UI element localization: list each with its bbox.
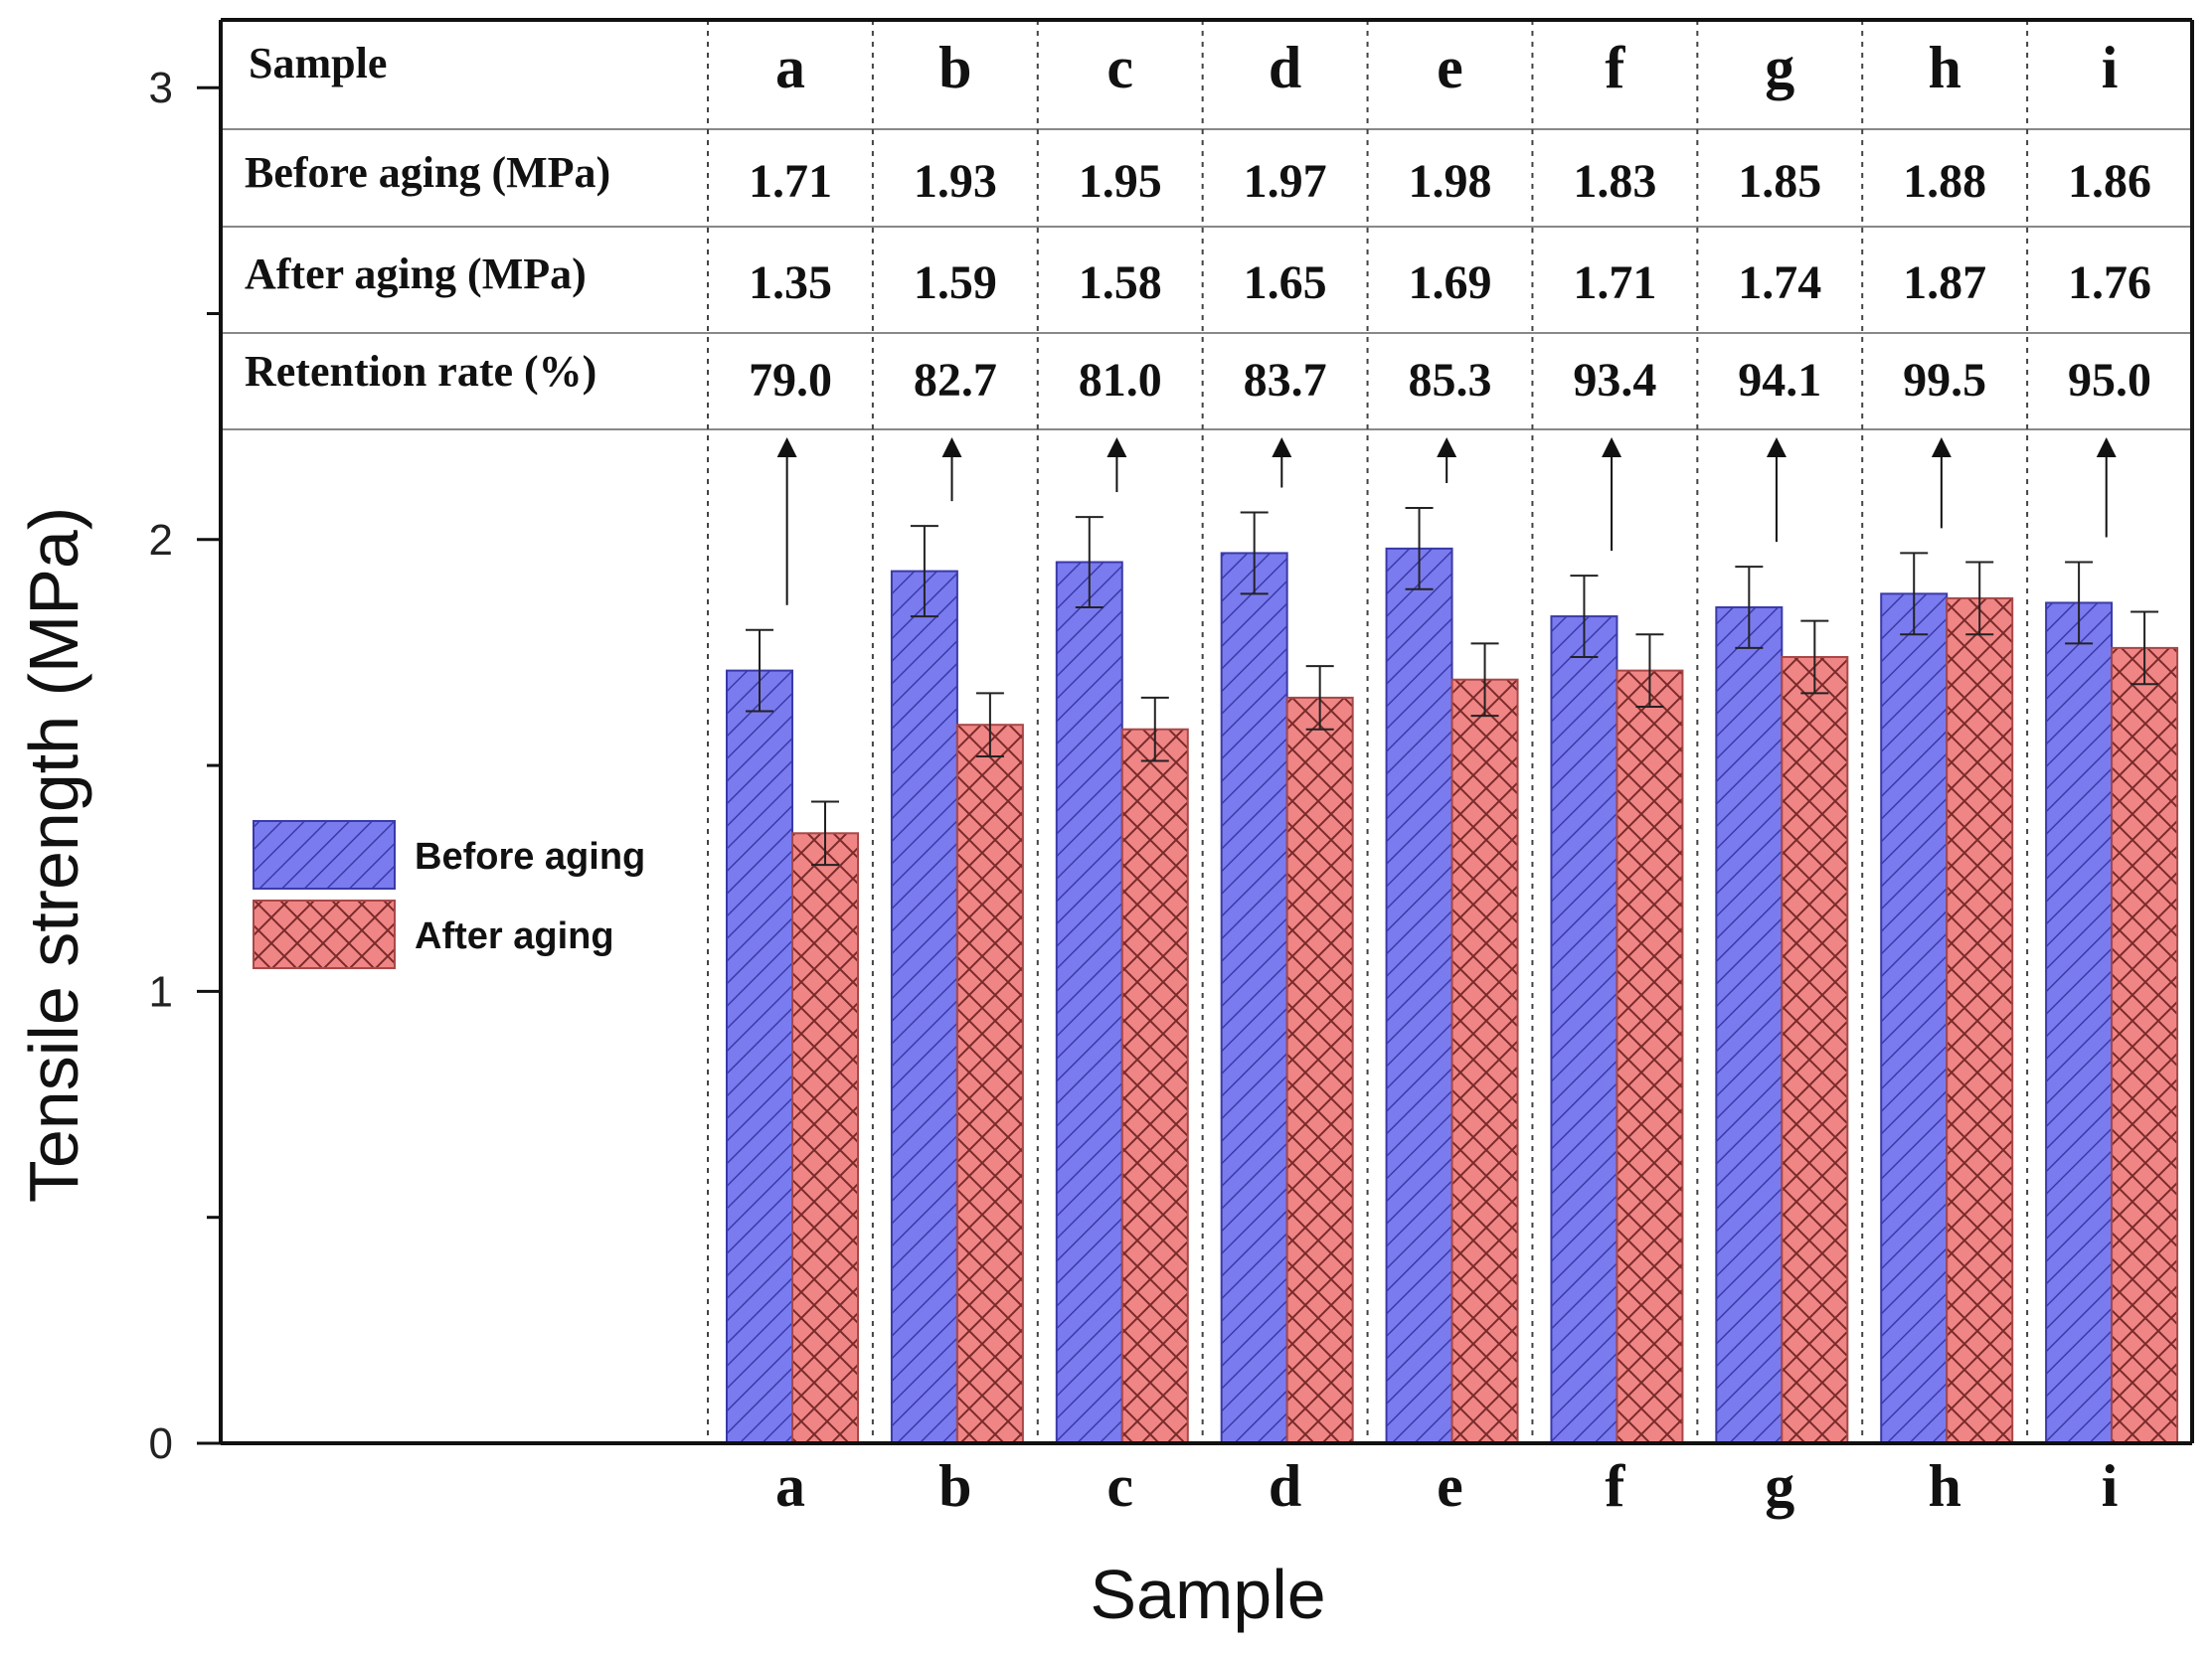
table-grid (221, 20, 2192, 1443)
x-tick-label: i (2102, 1453, 2119, 1519)
table-cell: 1.86 (2068, 155, 2151, 208)
table-header-letter: g (1765, 35, 1794, 100)
axes: a b c d e f g h i 0 1 2 3 (149, 18, 2194, 1519)
table-row-label: Retention rate (%) (245, 347, 596, 396)
bar-after-aging (1120, 728, 1189, 1444)
table-cell: 94.1 (1738, 354, 1821, 407)
y-tick-label: 0 (149, 1419, 173, 1468)
table-header-letter: h (1928, 35, 1960, 100)
table-cell: 1.65 (1244, 256, 1327, 309)
table-row-label: Before aging (MPa) (245, 148, 610, 197)
bar-after-aging (955, 724, 1024, 1444)
y-tick-label: 3 (149, 64, 173, 112)
table-cell: 1.59 (914, 256, 997, 309)
bar-before-aging (890, 570, 958, 1444)
bar-before-aging (2045, 601, 2114, 1444)
table-header-letter: b (938, 35, 971, 100)
table-cell: 1.71 (1573, 256, 1656, 309)
table-cell: 1.98 (1409, 155, 1492, 208)
bars (726, 437, 2179, 1444)
x-tick-label: f (1605, 1453, 1625, 1519)
bar-after-aging (1616, 669, 1684, 1444)
table-cell: 81.0 (1079, 354, 1162, 407)
bar-before-aging (726, 669, 793, 1444)
x-axis-title: Sample (1090, 1556, 1325, 1633)
table-cell: 82.7 (914, 354, 997, 407)
table-cell: 95.0 (2068, 354, 2151, 407)
bar-after-aging (791, 832, 859, 1444)
data-table: Sample a b c d e f g h i Before aging (MPa) 1.71 1.9… (245, 35, 2151, 407)
legend: Before aging After aging (253, 820, 645, 969)
bar-before-aging (1220, 552, 1288, 1444)
table-header-letter: d (1269, 35, 1301, 100)
table-header-letter: f (1605, 35, 1625, 100)
table-cell: 85.3 (1409, 354, 1492, 407)
table-cell: 83.7 (1244, 354, 1327, 407)
x-tick-label: g (1765, 1453, 1794, 1519)
bar-before-aging (1880, 592, 1949, 1444)
x-tick-label: a (775, 1453, 805, 1519)
table-cell: 1.97 (1244, 155, 1327, 208)
bar-before-aging (1550, 615, 1618, 1444)
table-header-letter: e (1437, 35, 1463, 100)
legend-label-before: Before aging (415, 836, 645, 878)
table-cell: 1.74 (1738, 256, 1821, 309)
bar-after-aging (2111, 646, 2179, 1444)
table-cell: 1.35 (749, 256, 832, 309)
table-cell: 1.71 (749, 155, 832, 208)
x-tick-label: e (1437, 1453, 1463, 1519)
table-cell: 1.58 (1079, 256, 1162, 309)
y-axis-title: Tensile strength (MPa) (15, 507, 92, 1203)
table-header-letter: i (2102, 35, 2119, 100)
bar-after-aging (1781, 655, 1849, 1444)
x-tick-label: h (1928, 1453, 1960, 1519)
table-cell: 1.83 (1573, 155, 1656, 208)
legend-swatch-after (253, 900, 396, 969)
x-tick-label: c (1106, 1453, 1133, 1519)
table-cell: 79.0 (749, 354, 832, 407)
bar-after-aging (1450, 678, 1519, 1444)
table-cell: 1.95 (1079, 155, 1162, 208)
legend-swatch-before (253, 820, 396, 890)
legend-label-after: After aging (415, 915, 614, 957)
bar-before-aging (1385, 547, 1453, 1444)
table-cell: 1.87 (1903, 256, 1986, 309)
x-tick-label: d (1269, 1453, 1301, 1519)
x-tick-label: b (938, 1453, 971, 1519)
table-header-letter: c (1106, 35, 1133, 100)
bar-before-aging (1715, 605, 1784, 1444)
table-cell: 1.69 (1409, 256, 1492, 309)
table-cell: 99.5 (1903, 354, 1986, 407)
bar-after-aging (1285, 696, 1354, 1444)
table-cell: 93.4 (1573, 354, 1656, 407)
bar-before-aging (1055, 561, 1123, 1444)
table-cell: 1.76 (2068, 256, 2151, 309)
table-header-label: Sample (249, 39, 387, 87)
y-tick-label: 1 (149, 967, 173, 1016)
y-tick-label: 2 (149, 516, 173, 565)
table-cell: 1.93 (914, 155, 997, 208)
table-header-letter: a (775, 35, 805, 100)
table-row-label: After aging (MPa) (245, 249, 587, 298)
table-cell: 1.85 (1738, 155, 1821, 208)
table-cell: 1.88 (1903, 155, 1986, 208)
bar-after-aging (1946, 596, 2014, 1444)
